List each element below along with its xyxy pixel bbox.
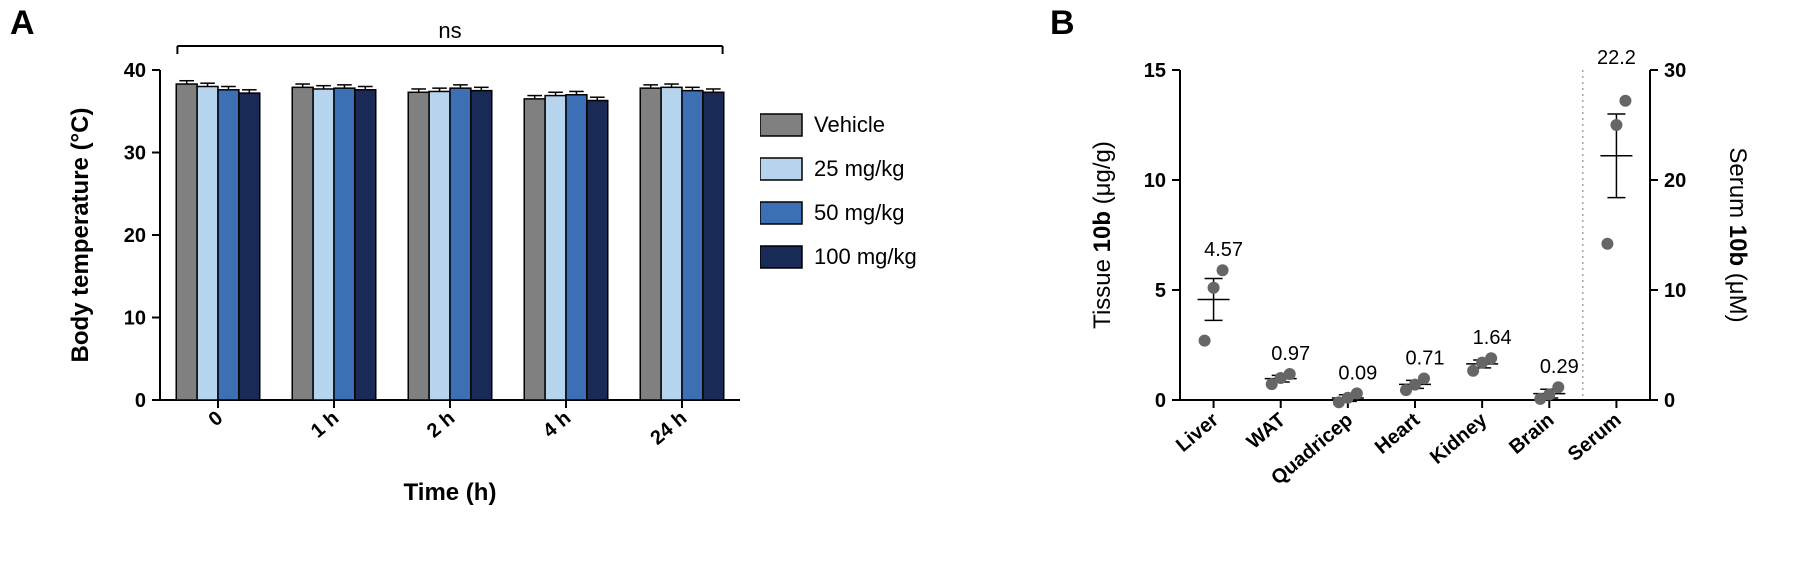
svg-text:50 mg/kg: 50 mg/kg — [814, 200, 905, 225]
panel-a-legend: Vehicle 25 mg/kg 50 mg/kg 100 mg/kg — [760, 110, 1040, 330]
svg-text:25 mg/kg: 25 mg/kg — [814, 156, 905, 181]
svg-text:24 h: 24 h — [646, 407, 691, 450]
svg-text:Brain: Brain — [1505, 409, 1558, 459]
svg-text:0.71: 0.71 — [1406, 347, 1445, 369]
svg-text:1 h: 1 h — [307, 407, 343, 442]
svg-text:Time (h): Time (h) — [404, 479, 497, 506]
svg-text:20: 20 — [124, 225, 146, 247]
svg-text:0: 0 — [135, 390, 146, 412]
svg-text:10: 10 — [124, 308, 146, 330]
svg-text:0.29: 0.29 — [1540, 356, 1579, 378]
svg-text:30: 30 — [1664, 60, 1686, 82]
svg-text:ns: ns — [438, 18, 461, 43]
svg-text:5: 5 — [1155, 280, 1166, 302]
svg-text:Heart: Heart — [1371, 409, 1425, 459]
svg-text:100 mg/kg: 100 mg/kg — [814, 244, 917, 269]
svg-text:0.97: 0.97 — [1271, 343, 1310, 365]
svg-text:Vehicle: Vehicle — [814, 112, 885, 137]
panel-b-chart: 0 5 10 15 0 10 20 30 Tissue 10b (μg/g) Serum 10b … — [1070, 10, 1790, 550]
panel-a-label: A — [10, 4, 35, 43]
svg-text:2 h: 2 h — [423, 407, 459, 442]
svg-text:Kidney: Kidney — [1426, 408, 1492, 468]
svg-text:0: 0 — [205, 407, 228, 431]
svg-text:4.57: 4.57 — [1204, 239, 1243, 261]
svg-text:1.64: 1.64 — [1473, 327, 1512, 349]
svg-text:Body temperature (°C): Body temperature (°C) — [67, 108, 94, 363]
svg-text:0: 0 — [1155, 390, 1166, 412]
svg-text:WAT: WAT — [1243, 409, 1290, 453]
svg-text:10: 10 — [1144, 170, 1166, 192]
svg-text:4 h: 4 h — [539, 407, 575, 442]
svg-text:0: 0 — [1664, 390, 1675, 412]
svg-text:Serum: Serum — [1564, 409, 1626, 466]
svg-text:Liver: Liver — [1172, 409, 1223, 457]
svg-text:Serum 10b (μM): Serum 10b (μM) — [1724, 147, 1751, 322]
svg-text:10: 10 — [1664, 280, 1686, 302]
svg-text:Tissue 10b (μg/g): Tissue 10b (μg/g) — [1089, 141, 1116, 329]
svg-text:0.09: 0.09 — [1338, 362, 1377, 384]
svg-text:22.2: 22.2 — [1597, 47, 1636, 69]
svg-text:15: 15 — [1144, 60, 1166, 82]
figure-root: A 0 10 20 30 40 Body temperature (°C) Time (h)… — [0, 0, 1800, 571]
svg-text:20: 20 — [1664, 170, 1686, 192]
svg-text:40: 40 — [124, 60, 146, 82]
svg-text:30: 30 — [124, 143, 146, 165]
